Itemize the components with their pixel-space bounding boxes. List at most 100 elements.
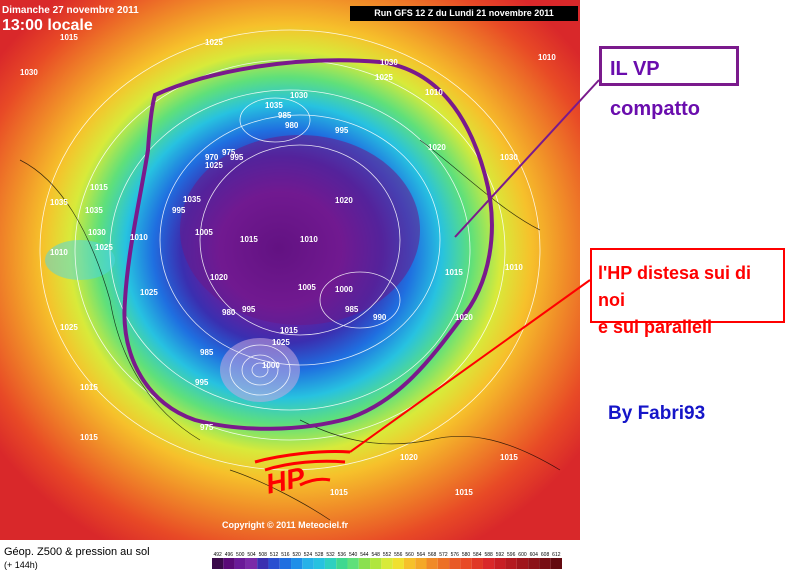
isobar-label: 995 bbox=[335, 126, 349, 135]
hp-annotation-line1: l'HP distesa sui di noi bbox=[598, 263, 751, 310]
map-header: Dimanche 27 novembre 2011 13:00 locale bbox=[2, 5, 139, 35]
isobar-label: 1005 bbox=[298, 283, 316, 292]
isobar-label: 1010 bbox=[130, 233, 148, 242]
scale-swatch bbox=[460, 558, 472, 569]
scale-label: 596 bbox=[507, 552, 516, 558]
scale-swatch bbox=[370, 558, 382, 569]
isobar-label: 1015 bbox=[240, 235, 258, 244]
isobar-label: 1005 bbox=[195, 228, 213, 237]
scale-swatch bbox=[426, 558, 438, 569]
isobar-label: 1020 bbox=[335, 196, 353, 205]
scale-swatch bbox=[279, 558, 292, 569]
scale-swatch bbox=[358, 558, 371, 569]
isobar-label: 985 bbox=[278, 111, 292, 120]
scale-label: 492 bbox=[213, 552, 222, 558]
isobar-label: 980 bbox=[222, 308, 236, 317]
isobar-label: 1025 bbox=[205, 161, 223, 170]
isobar-label: 1025 bbox=[205, 38, 223, 47]
scale-label: 564 bbox=[417, 552, 426, 558]
isobar-contours bbox=[39, 29, 541, 471]
isobar-label: 1010 bbox=[50, 248, 68, 257]
isobar-label: 1025 bbox=[272, 338, 290, 347]
isobar-label: 985 bbox=[200, 348, 214, 357]
scale-label: 548 bbox=[372, 552, 381, 558]
scale-swatch bbox=[336, 558, 348, 569]
isobar-label: 1010 bbox=[505, 263, 523, 272]
scale-label: 572 bbox=[439, 552, 448, 558]
scale-swatch bbox=[505, 558, 517, 569]
isobar-label: 1020 bbox=[455, 313, 473, 322]
isobar-label: 1030 bbox=[20, 68, 38, 77]
scale-label: 540 bbox=[349, 552, 358, 558]
scale-label: 552 bbox=[383, 552, 392, 558]
scale-label: 612 bbox=[552, 552, 561, 558]
isobar-label: 1000 bbox=[335, 285, 353, 294]
hp-annotation-box: l'HP distesa sui di noi e sui paralleli bbox=[590, 248, 785, 337]
isobar-label: 1020 bbox=[428, 143, 446, 152]
isobar-label: 995 bbox=[172, 206, 186, 215]
isobar-label: 1020 bbox=[400, 453, 418, 462]
scale-swatch bbox=[392, 558, 404, 569]
scale-label: 600 bbox=[518, 552, 527, 558]
scale-label: 508 bbox=[259, 552, 268, 558]
isobar-label: 1000 bbox=[262, 361, 280, 370]
model-run-label: Run GFS 12 Z du Lundi 21 novembre 2011 bbox=[350, 6, 578, 21]
scale-label: 556 bbox=[394, 552, 403, 558]
scale-label: 520 bbox=[293, 552, 302, 558]
scale-label: 528 bbox=[315, 552, 324, 558]
isobar-label: 1020 bbox=[210, 273, 228, 282]
scale-label: 496 bbox=[225, 552, 234, 558]
scale-swatch bbox=[223, 558, 235, 569]
scale-label: 576 bbox=[451, 552, 460, 558]
scale-swatch bbox=[245, 558, 258, 569]
scale-label: 580 bbox=[462, 552, 471, 558]
isobar-label: 970 bbox=[205, 153, 219, 162]
scale-swatch bbox=[516, 558, 529, 569]
scale-swatch bbox=[550, 558, 562, 569]
scale-swatch bbox=[494, 558, 506, 569]
scale-swatch bbox=[234, 558, 246, 569]
isobar-label: 1025 bbox=[60, 323, 78, 332]
color-scale: 492 496 500 504 508 512 516 520 524 528 532 536 540 5… bbox=[212, 552, 562, 569]
scale-swatch bbox=[471, 558, 483, 569]
forecast-date: Dimanche 27 novembre 2011 bbox=[2, 5, 139, 16]
scale-label: 588 bbox=[484, 552, 493, 558]
scale-swatch bbox=[381, 558, 393, 569]
isobar-label: 985 bbox=[345, 305, 359, 314]
scale-label: 532 bbox=[326, 552, 335, 558]
scale-label: 568 bbox=[428, 552, 437, 558]
isobar-label: 1030 bbox=[380, 58, 398, 67]
isobar-label: 1015 bbox=[445, 268, 463, 277]
isobar-label: 975 bbox=[222, 148, 236, 157]
copyright: Copyright © 2011 Meteociel.fr bbox=[222, 520, 349, 530]
isobar-label: 1010 bbox=[300, 235, 318, 244]
isobar-label: 1010 bbox=[538, 53, 556, 62]
legend-subtitle: (+ 144h) bbox=[4, 560, 38, 570]
hp-annotation-line2: e sui paralleli bbox=[598, 317, 713, 337]
isobar-label: 995 bbox=[195, 378, 209, 387]
scale-swatch bbox=[268, 558, 280, 569]
isobar-label: 995 bbox=[242, 305, 256, 314]
isobar-label: 1015 bbox=[500, 453, 518, 462]
hp-marks bbox=[254, 450, 351, 487]
scale-label: 544 bbox=[360, 552, 369, 558]
isobar-label: 1025 bbox=[95, 243, 113, 252]
scale-label: 560 bbox=[405, 552, 414, 558]
isobar-label: 1025 bbox=[140, 288, 158, 297]
isobar-label: 1025 bbox=[375, 73, 393, 82]
scale-swatch bbox=[302, 558, 314, 569]
scale-label: 504 bbox=[247, 552, 256, 558]
isobar-label: 1015 bbox=[280, 326, 298, 335]
isobar-label: 1015 bbox=[330, 488, 348, 497]
scale-swatch bbox=[324, 558, 337, 569]
isobar-label: 975 bbox=[200, 423, 214, 432]
scale-swatch bbox=[539, 558, 551, 569]
isobar-label: 980 bbox=[285, 121, 299, 130]
scale-swatch bbox=[347, 558, 359, 569]
isobar-label: 1030 bbox=[500, 153, 518, 162]
isobar-label: 1015 bbox=[90, 183, 108, 192]
isobar-label: 1035 bbox=[183, 195, 201, 204]
vp-annotation-box: IL VP compatto bbox=[599, 46, 739, 120]
forecast-time: 13:00 locale bbox=[2, 17, 93, 34]
scale-label: 500 bbox=[236, 552, 245, 558]
